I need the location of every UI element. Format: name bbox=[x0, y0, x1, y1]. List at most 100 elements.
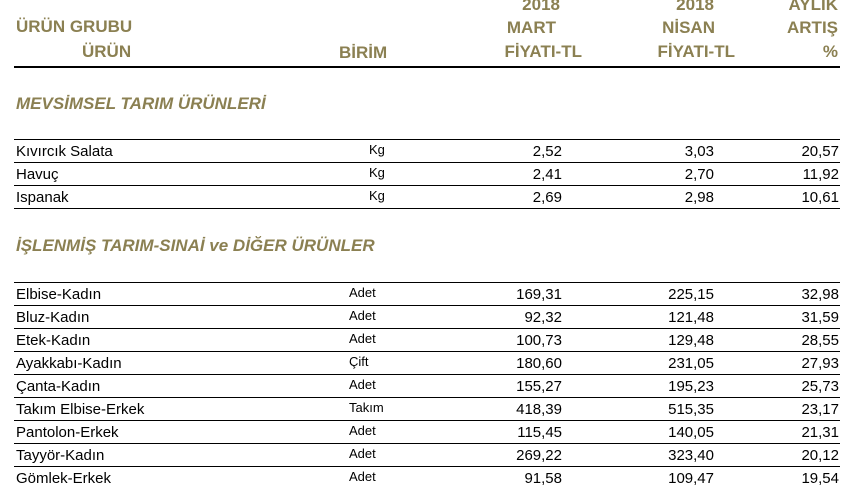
header-col2-line2: NİSAN bbox=[662, 18, 715, 37]
product-unit: Adet bbox=[349, 331, 376, 346]
monthly-increase: 11,92 bbox=[802, 166, 839, 183]
header-col1-line2: MART bbox=[506, 18, 556, 37]
april-price: 109,47 bbox=[668, 470, 714, 487]
product-name: Pantolon-Erkek bbox=[16, 424, 119, 441]
row-rule bbox=[14, 351, 840, 352]
table-row: Ayakkabı-Kadın Çift 180,60 231,05 27,93 bbox=[14, 352, 840, 374]
march-price: 100,73 bbox=[516, 332, 562, 349]
april-price: 323,40 bbox=[668, 447, 714, 464]
table-row: Tayyör-Kadın Adet 269,22 323,40 20,12 bbox=[14, 444, 840, 466]
product-unit: Adet bbox=[349, 446, 376, 461]
monthly-increase: 31,59 bbox=[801, 309, 839, 326]
april-price: 2,98 bbox=[684, 189, 714, 206]
row-rule bbox=[14, 208, 840, 209]
product-name: Etek-Kadın bbox=[16, 332, 91, 349]
monthly-increase: 28,55 bbox=[801, 332, 839, 349]
table-row: Ispanak Kg 2,69 2,98 10,61 bbox=[14, 186, 840, 208]
product-name: Gömlek-Erkek bbox=[16, 470, 112, 487]
row-rule bbox=[14, 305, 840, 306]
product-unit: Adet bbox=[349, 285, 376, 300]
row-rule bbox=[14, 328, 840, 329]
row-rule bbox=[14, 466, 840, 467]
april-price: 3,03 bbox=[684, 143, 714, 160]
header-group-label: ÜRÜN GRUBU bbox=[16, 17, 133, 36]
april-price: 231,05 bbox=[668, 355, 714, 372]
march-price: 418,39 bbox=[516, 401, 562, 418]
product-unit: Adet bbox=[349, 469, 376, 484]
section-title-processed: İŞLENMİŞ TARIM-SINAİ ve DİĞER ÜRÜNLER bbox=[16, 236, 375, 255]
row-rule bbox=[14, 420, 840, 421]
row-rule bbox=[14, 374, 840, 375]
product-name: Tayyör-Kadın bbox=[16, 447, 105, 464]
march-price: 269,22 bbox=[516, 447, 562, 464]
monthly-increase: 10,61 bbox=[801, 189, 839, 206]
monthly-increase: 27,93 bbox=[801, 355, 839, 372]
march-price: 92,32 bbox=[524, 309, 562, 326]
product-name: Ayakkabı-Kadın bbox=[16, 355, 122, 372]
monthly-increase: 23,17 bbox=[801, 401, 839, 418]
march-price: 2,69 bbox=[532, 189, 562, 206]
monthly-increase: 20,57 bbox=[801, 143, 839, 160]
product-unit: Adet bbox=[349, 377, 376, 392]
monthly-increase: 20,12 bbox=[801, 447, 839, 464]
march-price: 2,41 bbox=[532, 166, 562, 183]
header-col2-line3: FİYATI-TL bbox=[657, 42, 735, 61]
product-name: Ispanak bbox=[16, 189, 69, 206]
product-unit: Adet bbox=[349, 308, 376, 323]
header-col2-line1: 2018 bbox=[676, 0, 714, 14]
product-name: Havuç bbox=[16, 166, 59, 183]
table-row: Gömlek-Erkek Adet 91,58 109,47 19,54 bbox=[14, 467, 840, 489]
march-price: 115,45 bbox=[517, 424, 562, 441]
row-rule bbox=[14, 185, 840, 186]
april-price: 515,35 bbox=[668, 401, 714, 418]
row-rule bbox=[14, 162, 840, 163]
header-col1-line1: 2018 bbox=[522, 0, 560, 14]
april-price: 121,48 bbox=[668, 309, 714, 326]
header-rule bbox=[14, 66, 840, 68]
march-price: 91,58 bbox=[524, 470, 562, 487]
table-row: Çanta-Kadın Adet 155,27 195,23 25,73 bbox=[14, 375, 840, 397]
product-unit: Çift bbox=[349, 354, 369, 369]
march-price: 2,52 bbox=[532, 143, 562, 160]
april-price: 129,48 bbox=[668, 332, 714, 349]
monthly-increase: 32,98 bbox=[801, 286, 839, 303]
product-unit: Takım bbox=[349, 400, 384, 415]
april-price: 195,23 bbox=[668, 378, 714, 395]
product-unit: Kg bbox=[369, 142, 385, 157]
header-col3-line1: AYLIK bbox=[788, 0, 838, 14]
header-unit-label: BİRİM bbox=[339, 43, 388, 62]
april-price: 2,70 bbox=[684, 166, 714, 183]
product-name: Takım Elbise-Erkek bbox=[16, 401, 145, 418]
section-title-seasonal: MEVSİMSEL TARIM ÜRÜNLERİ bbox=[16, 94, 266, 113]
section-rule-processed bbox=[14, 282, 840, 283]
product-name: Elbise-Kadın bbox=[16, 286, 102, 303]
table-row: Havuç Kg 2,41 2,70 11,92 bbox=[14, 163, 840, 185]
monthly-increase: 25,73 bbox=[801, 378, 839, 395]
section-rule-seasonal bbox=[14, 139, 840, 140]
table-row: Takım Elbise-Erkek Takım 418,39 515,35 2… bbox=[14, 398, 840, 420]
april-price: 140,05 bbox=[668, 424, 714, 441]
table-row: Elbise-Kadın Adet 169,31 225,15 32,98 bbox=[14, 283, 840, 305]
header-col3-line3: % bbox=[822, 42, 838, 61]
table-row: Pantolon-Erkek Adet 115,45 140,05 21,31 bbox=[14, 421, 840, 443]
product-unit: Kg bbox=[369, 188, 385, 203]
table-row: Etek-Kadın Adet 100,73 129,48 28,55 bbox=[14, 329, 840, 351]
product-unit: Adet bbox=[349, 423, 376, 438]
march-price: 180,60 bbox=[516, 355, 562, 372]
row-rule bbox=[14, 397, 840, 398]
header-col1-line3: FİYATI-TL bbox=[504, 42, 582, 61]
product-name: Kıvırcık Salata bbox=[16, 143, 113, 160]
march-price: 169,31 bbox=[516, 286, 562, 303]
monthly-increase: 21,31 bbox=[801, 424, 839, 441]
april-price: 225,15 bbox=[668, 286, 714, 303]
monthly-increase: 19,54 bbox=[801, 470, 839, 487]
header-product-label: ÜRÜN bbox=[82, 42, 132, 61]
product-unit: Kg bbox=[369, 165, 385, 180]
march-price: 155,27 bbox=[516, 378, 562, 395]
header-col3-line2: ARTIŞ bbox=[787, 18, 838, 37]
product-name: Çanta-Kadın bbox=[16, 378, 101, 395]
row-rule bbox=[14, 443, 840, 444]
table-row: Bluz-Kadın Adet 92,32 121,48 31,59 bbox=[14, 306, 840, 328]
product-name: Bluz-Kadın bbox=[16, 309, 90, 326]
table-row: Kıvırcık Salata Kg 2,52 3,03 20,57 bbox=[14, 140, 840, 162]
